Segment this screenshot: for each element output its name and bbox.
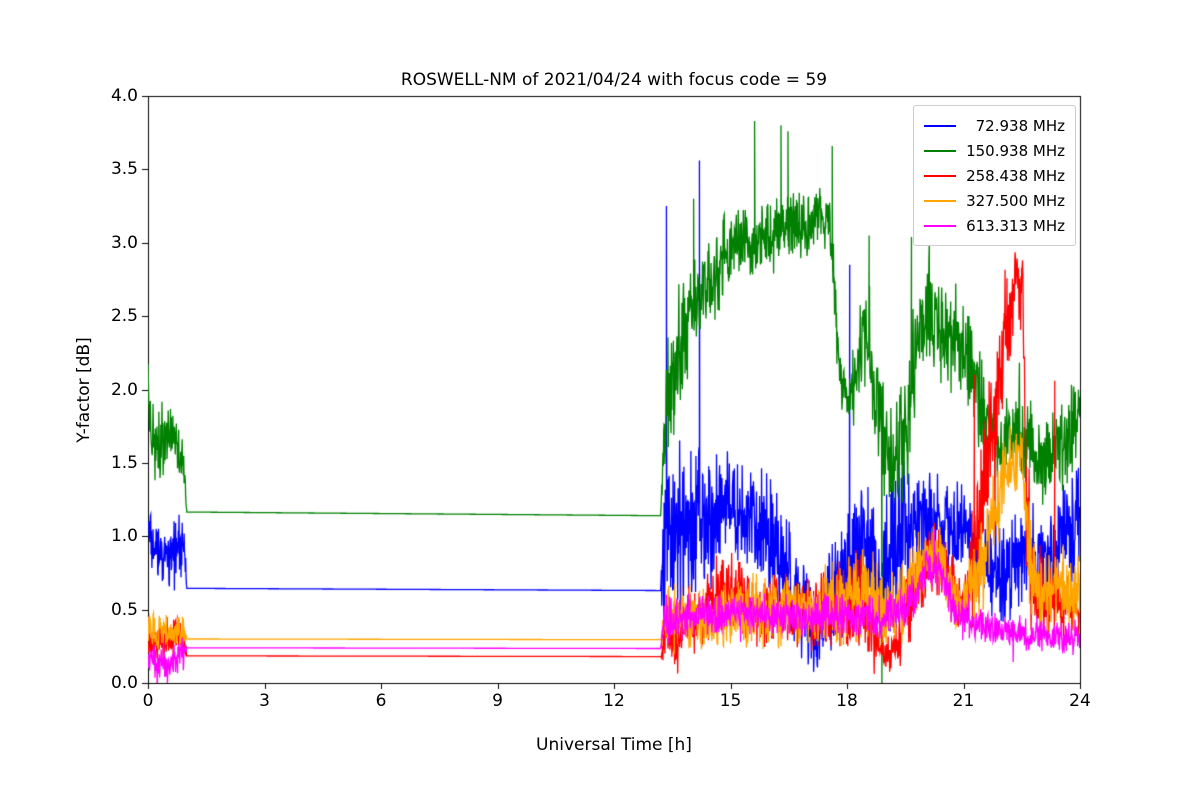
y-tick-label: 3.5	[110, 159, 138, 180]
y-tick-label: 1.0	[110, 526, 138, 547]
x-tick-label: 21	[952, 691, 975, 711]
legend-label: 613.313 MHz	[966, 216, 1065, 235]
legend-line-sample	[924, 149, 956, 152]
legend-label: 72.938 MHz	[975, 116, 1065, 135]
legend-item: 327.500 MHz	[924, 188, 1065, 213]
legend-item: 258.438 MHz	[924, 163, 1065, 188]
legend-item: 613.313 MHz	[924, 213, 1065, 238]
x-tick-label: 15	[719, 691, 742, 711]
x-tick-label: 6	[375, 691, 387, 711]
legend-line-sample	[924, 199, 956, 202]
legend-label: 258.438 MHz	[966, 166, 1065, 185]
y-tick-label: 2.5	[110, 306, 138, 327]
y-axis-label: Y-factor [dB]	[74, 337, 94, 443]
x-tick-label: 12	[603, 691, 625, 711]
legend-item: 72.938 MHz	[924, 113, 1065, 138]
x-tick-label: 9	[492, 691, 503, 711]
y-tick-label: 1.5	[110, 452, 138, 473]
legend-line-sample	[924, 224, 956, 227]
y-tick-label: 0.5	[110, 599, 138, 620]
legend-line-sample	[924, 174, 956, 177]
y-tick-label: 2.0	[110, 379, 138, 400]
chart-title: ROSWELL-NM of 2021/04/24 with focus code…	[400, 70, 828, 90]
y-tick-label: 0.0	[110, 673, 138, 693]
x-tick-label: 3	[259, 691, 270, 711]
legend: 72.938 MHz 150.938 MHz 258.438 MHz 327.500 …	[913, 105, 1076, 246]
x-tick-label: 24	[1069, 691, 1091, 711]
y-tick-label: 3.0	[110, 232, 138, 253]
legend-label: 327.500 MHz	[966, 191, 1065, 210]
legend-line-sample	[924, 124, 956, 127]
legend-item: 150.938 MHz	[924, 138, 1065, 163]
x-tick-label: 18	[836, 691, 858, 711]
x-axis-label: Universal Time [h]	[536, 735, 692, 755]
x-tick-label: 0	[142, 691, 154, 711]
y-tick-label: 4.0	[110, 86, 138, 106]
legend-label: 150.938 MHz	[966, 141, 1065, 160]
